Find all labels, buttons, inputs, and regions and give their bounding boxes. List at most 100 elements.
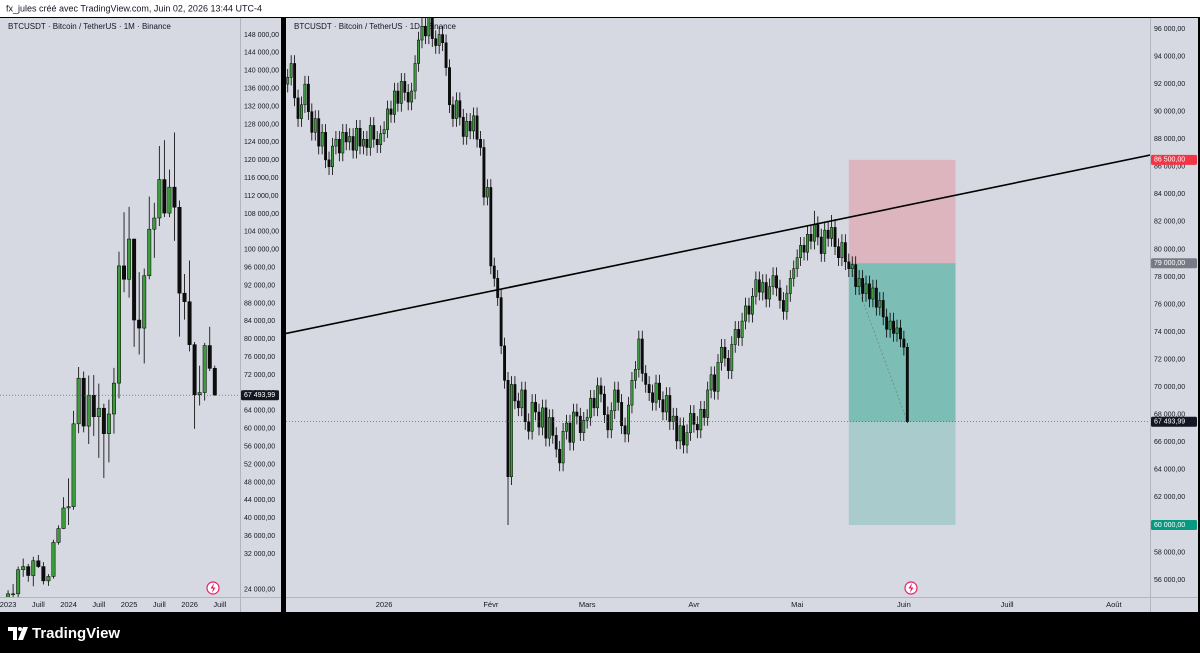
candle-body [740, 320, 744, 338]
candle-body [843, 242, 847, 263]
candle-body [465, 121, 469, 137]
y-tick-label: 58 000,00 [1154, 549, 1185, 556]
candle-body [530, 402, 534, 432]
candle-body [682, 425, 685, 446]
chart-title: BTCUSDT · Bitcoin / TetherUS · 1D · Bina… [294, 22, 457, 31]
candle-body [71, 423, 76, 507]
candle-body [589, 397, 593, 418]
candle-body [592, 397, 596, 409]
candle-body [413, 63, 417, 92]
candle-body [744, 305, 747, 322]
candle-body [713, 374, 716, 392]
candle-body [303, 83, 307, 106]
candle-body [212, 368, 217, 396]
candle-body [902, 338, 906, 348]
y-tick-label: 68 000,00 [1154, 412, 1185, 419]
candle-body [819, 236, 823, 254]
candle-body [565, 422, 568, 432]
y-tick-label: 66 000,00 [1154, 439, 1185, 446]
y-tick-label: 96 000,00 [244, 265, 275, 272]
candle-body [365, 138, 369, 148]
y-tick-label: 78 000,00 [1154, 274, 1185, 281]
x-tick-label: Août [1106, 600, 1122, 609]
alert-icon[interactable] [904, 581, 918, 595]
candle-body [864, 283, 868, 294]
candle-body [448, 67, 451, 106]
candle-body [410, 90, 414, 103]
y-tick-label: 92 000,00 [244, 282, 275, 289]
candle-body [341, 132, 345, 154]
y-tick-label: 70 000,00 [1154, 384, 1185, 391]
y-tick-label: 128 000,00 [244, 121, 279, 128]
candle-body [816, 224, 820, 238]
stop-label-bg [1151, 154, 1197, 165]
candle-body [317, 118, 321, 147]
x-tick-label: Juill [1001, 600, 1014, 609]
candle-body [393, 90, 396, 115]
candle-body [751, 296, 754, 315]
candle-body [623, 425, 627, 435]
y-tick-label: 120 000,00 [244, 157, 279, 164]
candle-body [396, 90, 400, 104]
x-tick-label: 2023 [0, 600, 16, 609]
x-tick-label: 2026 [181, 600, 198, 609]
y-tick-label: 52 000,00 [244, 461, 275, 468]
candle-body [91, 394, 96, 417]
x-tick-label: Févr [483, 600, 499, 609]
candle-body [348, 136, 352, 143]
candle-body [36, 560, 41, 567]
candle-body [372, 125, 376, 140]
candle-body [637, 338, 641, 370]
candle-body [320, 132, 324, 147]
y-tick-label: 76 000,00 [244, 354, 275, 361]
last-price-label: 67 493,99 [244, 392, 275, 399]
candle-body [293, 63, 297, 99]
candle-body [551, 417, 555, 436]
candle-body [534, 402, 537, 413]
candle-body [671, 415, 675, 422]
candle-body [362, 138, 365, 147]
candle-body [633, 369, 637, 381]
candle-body [861, 278, 864, 294]
candle-body [417, 39, 420, 64]
candle-body [441, 34, 445, 44]
candle-body [375, 138, 379, 145]
candle-body [327, 159, 331, 168]
candle-body [654, 382, 658, 403]
candle-body [331, 145, 334, 168]
candle-body [313, 118, 317, 133]
candle-body [602, 393, 606, 415]
candle-body [627, 404, 630, 435]
candle-body [799, 245, 803, 258]
candle-body [620, 402, 624, 427]
candle-body [768, 286, 772, 300]
alert-icon[interactable] [206, 581, 220, 595]
candle-body [809, 234, 813, 242]
candle-body [56, 528, 61, 543]
candle-body [706, 389, 710, 418]
candle-body [86, 394, 91, 427]
candle-body [46, 576, 51, 582]
candle-body [868, 283, 871, 300]
x-tick-label: Avr [688, 600, 700, 609]
y-tick-label: 84 000,00 [1154, 191, 1185, 198]
candle-body [310, 111, 314, 133]
y-tick-label: 56 000,00 [244, 444, 275, 451]
candle-body [651, 392, 655, 403]
candle-body [609, 410, 613, 431]
y-tick-label: 148 000,00 [244, 32, 279, 39]
target-label-bg [1151, 519, 1197, 530]
y-tick-label: 82 000,00 [1154, 219, 1185, 226]
candle-body [785, 293, 789, 312]
candle-body [300, 104, 303, 119]
candle-body [709, 374, 713, 391]
x-tick-label: Mars [579, 600, 596, 609]
y-tick-label: 80 000,00 [244, 336, 275, 343]
candle-body [689, 413, 692, 433]
candle-body [830, 227, 834, 239]
candle-body [286, 76, 290, 85]
candle-body [444, 42, 448, 68]
candle-body [482, 147, 486, 198]
y-tick-label: 124 000,00 [244, 139, 279, 146]
